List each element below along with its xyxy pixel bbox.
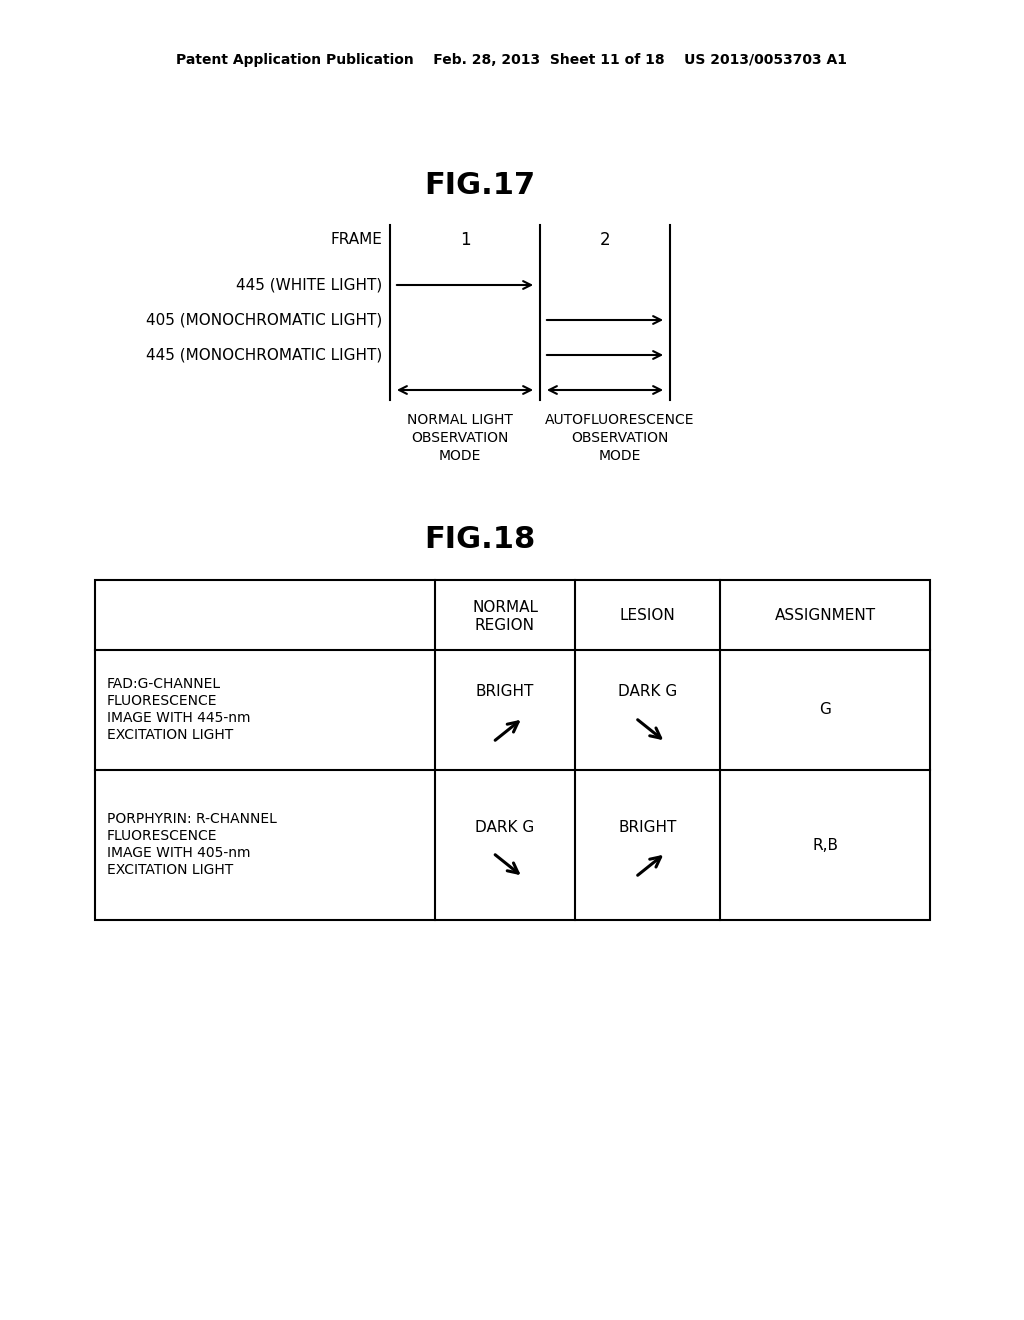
Text: BRIGHT: BRIGHT [618,820,677,834]
Text: NORMAL LIGHT: NORMAL LIGHT [408,413,513,426]
Text: OBSERVATION: OBSERVATION [412,432,509,445]
Text: ASSIGNMENT: ASSIGNMENT [774,607,876,623]
Text: FAD:G-CHANNEL: FAD:G-CHANNEL [106,677,221,690]
Text: EXCITATION LIGHT: EXCITATION LIGHT [106,729,233,742]
Text: MODE: MODE [439,449,481,463]
Text: LESION: LESION [620,607,676,623]
Text: IMAGE WITH 445-nm: IMAGE WITH 445-nm [106,711,251,725]
Text: OBSERVATION: OBSERVATION [571,432,669,445]
Text: 445 (MONOCHROMATIC LIGHT): 445 (MONOCHROMATIC LIGHT) [145,347,382,363]
Text: BRIGHT: BRIGHT [476,685,535,700]
Text: G: G [819,702,830,718]
Text: FLUORESCENCE: FLUORESCENCE [106,694,217,708]
Text: 1: 1 [460,231,470,249]
Text: Patent Application Publication    Feb. 28, 2013  Sheet 11 of 18    US 2013/00537: Patent Application Publication Feb. 28, … [176,53,848,67]
Text: IMAGE WITH 405-nm: IMAGE WITH 405-nm [106,846,251,861]
Text: FIG.18: FIG.18 [424,525,536,554]
Text: 445 (WHITE LIGHT): 445 (WHITE LIGHT) [236,277,382,293]
Text: DARK G: DARK G [617,685,677,700]
Text: FLUORESCENCE: FLUORESCENCE [106,829,217,843]
Text: REGION: REGION [475,618,535,632]
Text: AUTOFLUORESCENCE: AUTOFLUORESCENCE [545,413,694,426]
Text: FRAME: FRAME [330,232,382,248]
Text: DARK G: DARK G [475,820,535,834]
Text: R,B: R,B [812,837,838,853]
Text: FIG.17: FIG.17 [424,170,536,199]
Text: PORPHYRIN: R-CHANNEL: PORPHYRIN: R-CHANNEL [106,812,276,826]
Bar [95,579,930,920]
Text: 405 (MONOCHROMATIC LIGHT): 405 (MONOCHROMATIC LIGHT) [145,313,382,327]
Text: MODE: MODE [599,449,641,463]
Text: 2: 2 [600,231,610,249]
Text: EXCITATION LIGHT: EXCITATION LIGHT [106,863,233,876]
Text: NORMAL: NORMAL [472,599,538,615]
